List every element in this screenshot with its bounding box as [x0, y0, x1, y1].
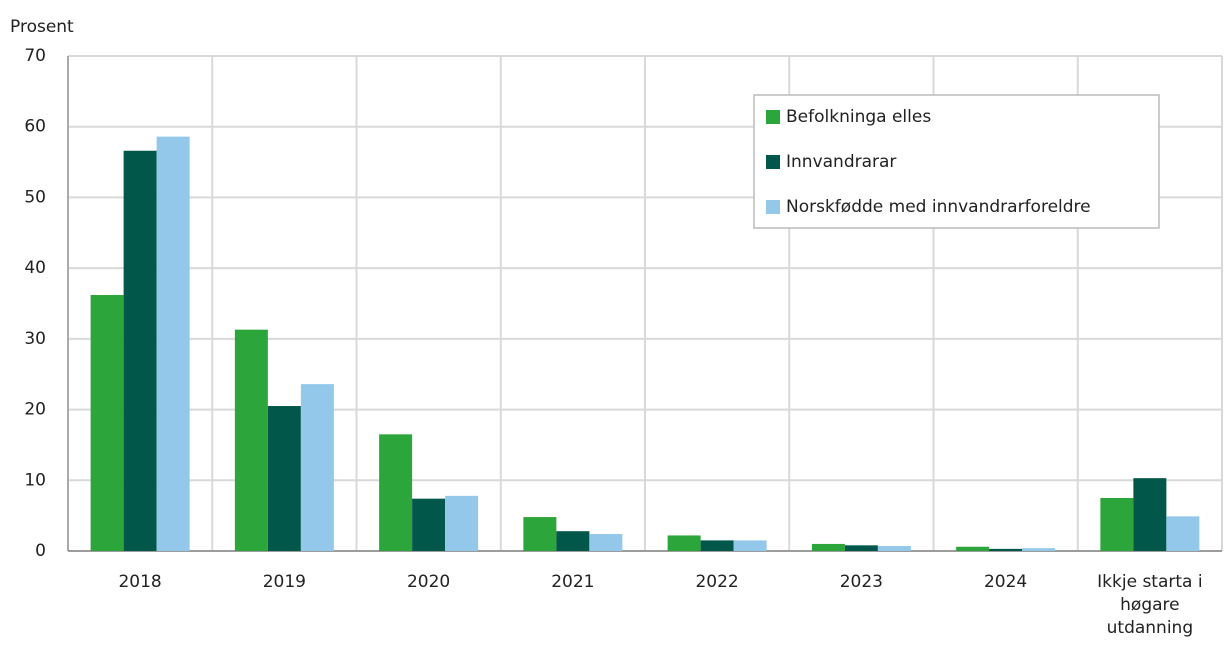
bar [379, 434, 413, 551]
bar [1133, 478, 1167, 551]
x-tick-label: 2024 [983, 572, 1028, 592]
bar [412, 498, 446, 551]
x-tick-label: 2018 [118, 572, 162, 592]
y-tick-label: 40 [24, 258, 46, 278]
legend-swatch [766, 110, 780, 124]
legend-label: Befolkninga elles [786, 107, 931, 127]
y-tick-label: 10 [24, 470, 46, 490]
bar [844, 545, 878, 551]
bar [300, 384, 334, 551]
legend-swatch [766, 200, 780, 214]
bar [956, 546, 990, 551]
bar [123, 150, 157, 551]
bar [1022, 548, 1056, 551]
x-tick-label: 2021 [551, 572, 595, 592]
legend-label: Norskfødde med innvandrarforeldre [786, 197, 1091, 217]
bar [156, 136, 190, 551]
x-tick-label: 2023 [839, 572, 883, 592]
bar [811, 543, 845, 551]
bar [234, 329, 268, 551]
bar [90, 295, 124, 551]
bar [700, 540, 734, 551]
legend-label: Innvandrarar [786, 152, 896, 172]
bar [733, 540, 767, 551]
bar [989, 548, 1023, 551]
bar [589, 534, 623, 551]
y-axis-label: Prosent [10, 17, 74, 37]
legend-box [753, 94, 1160, 229]
x-tick-label: Ikkje starta i høgare utdanning [1097, 572, 1203, 638]
bar [877, 546, 911, 551]
bar [523, 517, 557, 551]
y-tick-label: 50 [24, 187, 46, 207]
bar [1166, 516, 1200, 551]
y-tick-label: 30 [24, 329, 46, 349]
bar [667, 535, 701, 551]
y-tick-label: 20 [24, 400, 46, 420]
y-tick-label: 0 [35, 541, 46, 561]
bar [556, 531, 590, 551]
x-tick-label: 2020 [406, 572, 451, 592]
y-tick-label: 70 [24, 46, 46, 66]
bar [445, 495, 479, 551]
bar [267, 406, 301, 551]
x-tick-label: 2019 [262, 572, 306, 592]
y-tick-label: 60 [24, 117, 46, 137]
x-tick-label: 2022 [695, 572, 739, 592]
bar [1100, 497, 1134, 551]
legend-swatch [766, 155, 780, 169]
